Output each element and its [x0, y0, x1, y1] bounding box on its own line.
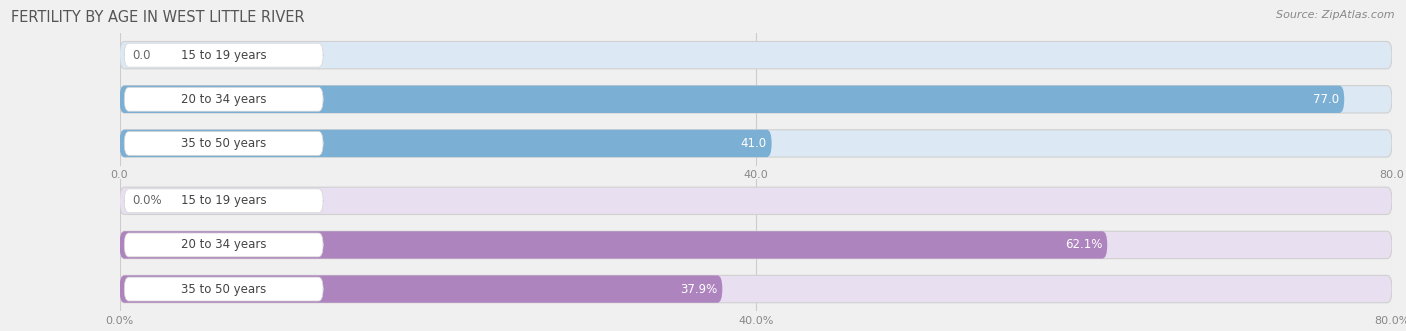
Text: 20 to 34 years: 20 to 34 years [181, 93, 267, 106]
FancyBboxPatch shape [120, 275, 1392, 303]
FancyBboxPatch shape [120, 275, 723, 303]
Text: 15 to 19 years: 15 to 19 years [181, 49, 267, 62]
Text: 15 to 19 years: 15 to 19 years [181, 194, 267, 207]
FancyBboxPatch shape [120, 231, 1108, 259]
FancyBboxPatch shape [120, 130, 772, 157]
FancyBboxPatch shape [120, 86, 1344, 113]
FancyBboxPatch shape [124, 277, 323, 301]
FancyBboxPatch shape [124, 43, 323, 67]
FancyBboxPatch shape [124, 131, 323, 155]
Text: 77.0: 77.0 [1313, 93, 1340, 106]
FancyBboxPatch shape [120, 41, 1392, 69]
Text: 0.0%: 0.0% [132, 194, 162, 207]
FancyBboxPatch shape [124, 87, 323, 111]
Text: Source: ZipAtlas.com: Source: ZipAtlas.com [1277, 10, 1395, 20]
FancyBboxPatch shape [120, 187, 1392, 214]
Text: 41.0: 41.0 [741, 137, 766, 150]
Text: 0.0: 0.0 [132, 49, 150, 62]
Text: FERTILITY BY AGE IN WEST LITTLE RIVER: FERTILITY BY AGE IN WEST LITTLE RIVER [11, 10, 305, 25]
Text: 35 to 50 years: 35 to 50 years [181, 283, 266, 296]
Text: 20 to 34 years: 20 to 34 years [181, 238, 267, 252]
FancyBboxPatch shape [124, 233, 323, 257]
Text: 37.9%: 37.9% [681, 283, 717, 296]
FancyBboxPatch shape [120, 130, 1392, 157]
Text: 35 to 50 years: 35 to 50 years [181, 137, 266, 150]
FancyBboxPatch shape [120, 231, 1392, 259]
FancyBboxPatch shape [120, 86, 1392, 113]
FancyBboxPatch shape [124, 189, 323, 213]
Text: 62.1%: 62.1% [1066, 238, 1102, 252]
